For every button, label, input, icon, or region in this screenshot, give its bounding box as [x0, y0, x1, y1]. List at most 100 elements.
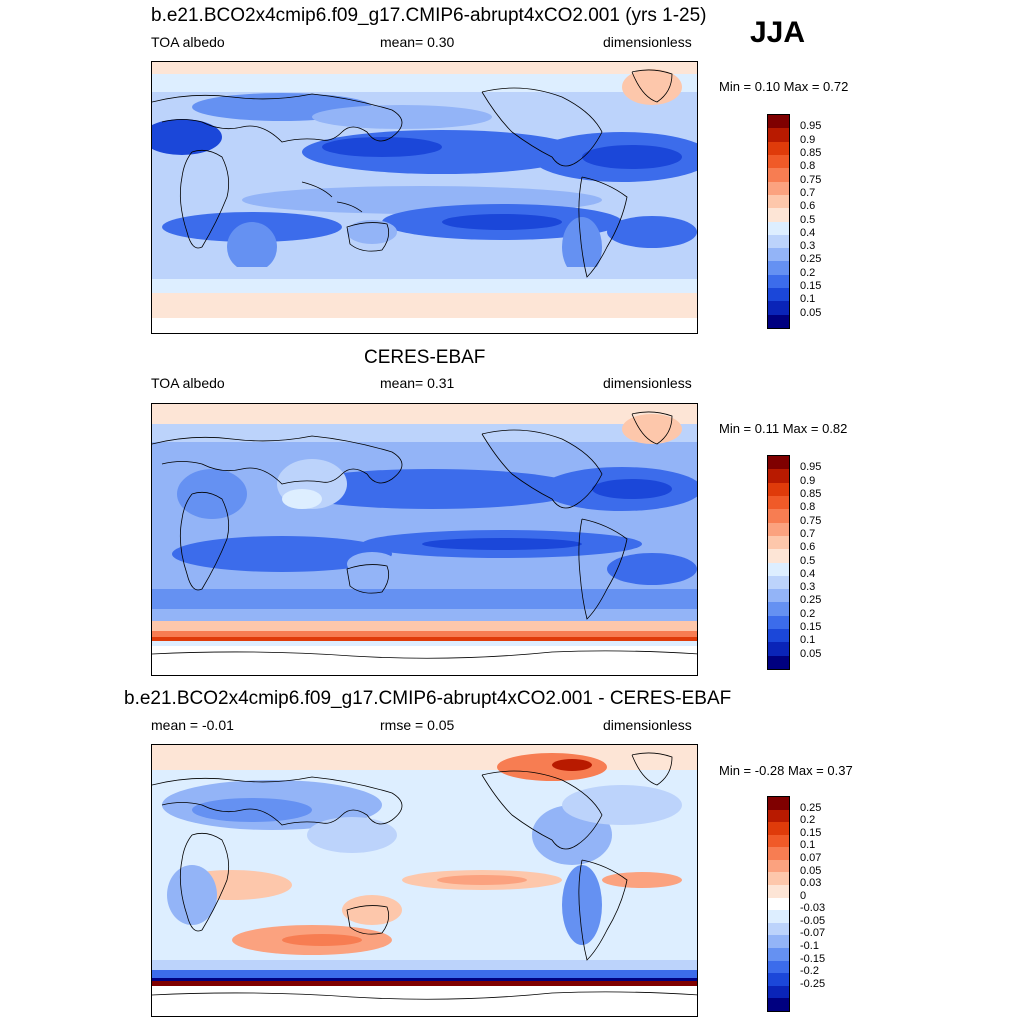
panel-model-mean: mean= 0.30 [380, 34, 455, 50]
colorbar-segment [768, 482, 789, 496]
panel-obs-variable: TOA albedo [151, 375, 225, 391]
panel-diff-title: b.e21.BCO2x4cmip6.f09_g17.CMIP6-abrupt4x… [124, 688, 732, 709]
colorbar-tick-label: 0.75 [800, 173, 822, 186]
colorbar-segment [768, 115, 789, 129]
colorbar-tick-label: 0.9 [800, 133, 816, 146]
colorbar-segment [768, 834, 789, 848]
colorbar-segment [768, 960, 789, 974]
colorbar-segment [768, 535, 789, 550]
colorbar-tick-label: 0.5 [800, 213, 816, 226]
colorbar-tick-label: 0.25 [800, 253, 822, 266]
colorbar-segment [768, 456, 789, 470]
colorbar-tick-label: 0.5 [800, 554, 816, 567]
colorbar-segment [768, 872, 789, 886]
panel-diff-units: dimensionless [603, 717, 692, 733]
panel-obs-mean: mean= 0.31 [380, 375, 455, 391]
colorbar-tick-label: 0.3 [800, 581, 816, 594]
colorbar-segment [768, 314, 789, 328]
colorbar-segment [768, 248, 789, 262]
colorbar-segment [768, 655, 789, 669]
colorbar-tick-label: -0.1 [800, 940, 819, 953]
colorbar-tick-label: 0.4 [800, 567, 816, 580]
colorbar-tick-label: 0.4 [800, 226, 816, 239]
colorbar-tick-label: 0.85 [800, 487, 822, 500]
panel-model-units: dimensionless [603, 34, 692, 50]
colorbar-segment [768, 141, 789, 155]
colorbar-tick-label: 0.15 [800, 280, 822, 293]
panel-diff-map [151, 744, 698, 1017]
panel-diff-minmax: Min = -0.28 Max = 0.37 [719, 763, 853, 778]
colorbar-tick-label: -0.03 [800, 902, 826, 915]
colorbar-tick-label: 0.15 [800, 826, 822, 839]
colorbar-segment [768, 973, 789, 986]
colorbar-segment [768, 261, 789, 275]
colorbar-tick-label: 0.75 [800, 514, 822, 527]
colorbar-segment [768, 495, 789, 510]
colorbar-tick-label: 0.95 [800, 461, 822, 474]
colorbar-tick-label: 0.05 [800, 864, 822, 877]
colorbar-segment [768, 602, 789, 616]
colorbar-tick-label: 0.1 [800, 293, 816, 306]
colorbar-segment [768, 194, 789, 209]
colorbar-segment [768, 910, 789, 923]
colorbar-segment [768, 947, 789, 961]
colorbar-segment [768, 575, 789, 590]
colorbar-segment [768, 935, 789, 948]
colorbar-segment [768, 288, 789, 302]
colorbar-segment [768, 985, 789, 999]
colorbar-segment [768, 208, 789, 222]
colorbar-segment [768, 797, 789, 810]
colorbar-segment [768, 181, 789, 195]
colorbar-tick-label: 0.05 [800, 306, 822, 319]
colorbar-tick-label: 0.7 [800, 527, 816, 540]
colorbar-tick-label: 0.1 [800, 634, 816, 647]
colorbar-segment [768, 998, 789, 1011]
colorbar-tick-label: 0.25 [800, 801, 822, 814]
colorbar-segment [768, 897, 789, 911]
colorbar-segment [768, 522, 789, 536]
colorbar-segment [768, 847, 789, 860]
colorbar-tick-label: 0.25 [800, 594, 822, 607]
colorbar-segment [768, 221, 789, 235]
colorbar-segment [768, 549, 789, 563]
panel-model-map [151, 61, 698, 334]
colorbar-segment [768, 859, 789, 873]
colorbar-tick-label: -0.05 [800, 914, 826, 927]
colorbar-tick-label: 0.05 [800, 647, 822, 660]
panel-diff-rmse: rmse = 0.05 [380, 717, 455, 733]
colorbar-segment [768, 168, 789, 182]
panel-obs-title: CERES-EBAF [364, 347, 486, 368]
colorbar-segment [768, 234, 789, 249]
colorbar-segment [768, 809, 789, 823]
colorbar-tick-label: -0.07 [800, 927, 826, 940]
colorbar-tick-label: 0.6 [800, 541, 816, 554]
colorbar-tick-label: 0.9 [800, 474, 816, 487]
colorbar-tick-label: 0.85 [800, 146, 822, 159]
panel-model-title: b.e21.BCO2x4cmip6.f09_g17.CMIP6-abrupt4x… [151, 5, 707, 26]
panel-obs-map [151, 403, 698, 676]
diff-albedo-field [152, 745, 697, 1016]
colorbar-segment [768, 885, 789, 898]
colorbar-tick-label: 0.6 [800, 200, 816, 213]
colorbar-segment [768, 128, 789, 142]
colorbar-segment [768, 615, 789, 630]
colorbar-tick-label: 0.2 [800, 607, 816, 620]
panel-diff-mean: mean = -0.01 [151, 717, 234, 733]
colorbar-tick-label: 0.95 [800, 120, 822, 133]
panel-model-variable: TOA albedo [151, 34, 225, 50]
colorbar-tick-label: 0.8 [800, 501, 816, 514]
colorbar-tick-label: -0.2 [800, 965, 819, 978]
colorbar-tick-label: 0.2 [800, 814, 816, 827]
colorbar-tick-label: 0.07 [800, 851, 822, 864]
colorbar-tick-label: 0.15 [800, 621, 822, 634]
panel-obs-minmax: Min = 0.11 Max = 0.82 [719, 421, 848, 436]
colorbar-tick-label: 0 [800, 889, 807, 902]
colorbar-tick-label: 0.7 [800, 186, 816, 199]
colorbar-segment [768, 154, 789, 169]
colorbar-segment [768, 589, 789, 603]
colorbar-tick-label: 0.1 [800, 839, 816, 852]
colorbar-segment [768, 822, 789, 835]
season-label: JJA [750, 16, 806, 49]
colorbar-tick-label: 0.2 [800, 266, 816, 279]
colorbar-segment [768, 509, 789, 523]
